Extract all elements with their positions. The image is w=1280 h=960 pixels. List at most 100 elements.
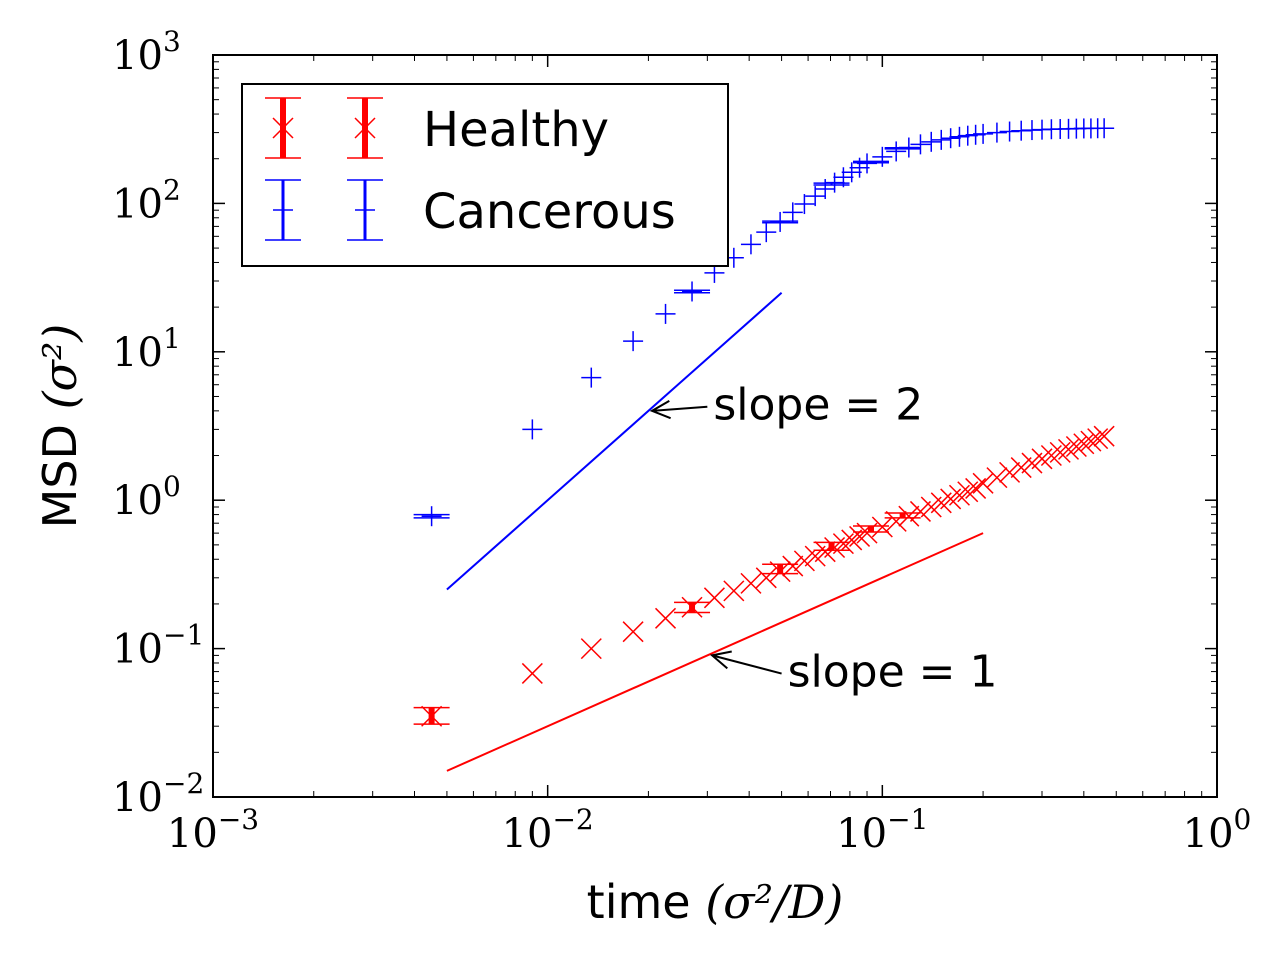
- y-tick-label: 102: [112, 173, 181, 227]
- cancerous-point: [965, 124, 986, 145]
- healthy-point: [832, 533, 854, 555]
- healthy-point: [1049, 441, 1071, 463]
- y-tick-label: 10−2: [112, 767, 204, 821]
- cancerous-point: [682, 281, 703, 302]
- legend-entry-cancerous: Cancerous: [265, 179, 676, 241]
- cancerous-point: [824, 172, 845, 193]
- healthy-point: [782, 555, 804, 577]
- arrow-head: [649, 399, 671, 420]
- healthy-point: [1080, 430, 1102, 452]
- healthy-point: [1073, 433, 1095, 455]
- healthy-point: [622, 621, 644, 643]
- slope-2-annotation: slope = 2: [649, 380, 923, 431]
- y-tick-label: 100: [112, 470, 181, 524]
- cancerous-point: [833, 167, 854, 188]
- healthy-point: [793, 550, 815, 572]
- cancerous-point: [794, 194, 815, 215]
- legend-label: Healthy: [423, 102, 609, 158]
- cancerous-point: [921, 131, 942, 152]
- cancerous-point: [910, 134, 931, 155]
- x-tick-label: 10−1: [836, 803, 928, 857]
- data-layer: [413, 118, 1115, 772]
- cancerous-point: [581, 367, 602, 388]
- cancerous-point: [782, 202, 803, 223]
- healthy-point: [723, 580, 745, 602]
- healthy-point: [972, 472, 994, 494]
- healthy-point: [856, 522, 878, 544]
- annotation-layer: slope = 2 slope = 1: [649, 380, 998, 698]
- cancerous-point: [623, 331, 644, 352]
- legend-label: Cancerous: [423, 184, 676, 240]
- healthy-point: [1093, 425, 1115, 447]
- cancerous-point: [770, 211, 791, 232]
- healthy-point: [841, 529, 863, 551]
- healthy-point: [824, 536, 846, 559]
- cancerous-point: [986, 122, 1007, 143]
- legend-entry-healthy: Healthy: [265, 97, 609, 159]
- cancerous-point: [655, 303, 676, 324]
- healthy-point: [986, 467, 1008, 489]
- healthy-point: [1065, 435, 1087, 458]
- y-tick-label: 10−1: [112, 619, 204, 673]
- cancerous-point: [940, 128, 961, 149]
- healthy-point: [885, 510, 907, 532]
- cancerous-point: [872, 146, 893, 167]
- cancerous-point: [740, 234, 761, 255]
- healthy-point: [740, 572, 762, 594]
- annotation-arrow: [651, 405, 708, 412]
- legend-marker: [354, 117, 376, 139]
- cancerous-point: [857, 153, 878, 174]
- healthy-point: [681, 596, 703, 618]
- slope-2-line: [446, 291, 783, 591]
- slope-1-line: [446, 532, 984, 772]
- cancerous-point: [841, 162, 862, 183]
- annotation-text: slope = 2: [713, 380, 923, 431]
- healthy-point: [965, 477, 987, 499]
- x-tick-label: 10−2: [502, 803, 594, 857]
- legend-marker: [272, 117, 294, 139]
- healthy-point: [1057, 438, 1080, 460]
- healthy-point: [1087, 428, 1109, 450]
- healthy-point: [655, 607, 677, 629]
- legend-box: [241, 83, 729, 267]
- x-axis-label: time (σ²/D): [587, 875, 844, 929]
- cancerous-point: [999, 121, 1020, 142]
- y-tick-label: 101: [112, 322, 181, 376]
- healthy-point: [948, 484, 970, 506]
- healthy-point: [898, 505, 920, 527]
- annotation-text: slope = 1: [788, 647, 998, 698]
- x-tick-label: 100: [1183, 803, 1252, 857]
- cancerous-point: [805, 186, 826, 207]
- healthy-point: [999, 461, 1021, 483]
- healthy-point: [871, 516, 893, 538]
- legend: Healthy Cancerous: [241, 83, 729, 267]
- cancerous-point: [1094, 118, 1115, 139]
- cancerous-point: [522, 419, 543, 440]
- healthy-point: [580, 638, 602, 660]
- healthy-point: [849, 525, 871, 547]
- y-tick-label: 103: [112, 25, 181, 79]
- arrow-head: [709, 650, 732, 670]
- healthy-point: [1040, 444, 1062, 467]
- cancerous-point: [949, 126, 970, 147]
- cancerous-point: [957, 125, 978, 146]
- annotation-arrow: [711, 654, 782, 675]
- healthy-point: [521, 662, 543, 684]
- y-axis-label: MSD (σ²): [33, 324, 87, 529]
- healthy-point: [804, 545, 826, 567]
- plot-frame: [212, 54, 1218, 798]
- healthy-point: [703, 587, 725, 609]
- cancerous-point: [931, 129, 952, 150]
- cancerous-point: [421, 506, 442, 527]
- cancerous-point: [886, 141, 907, 162]
- healthy-point: [421, 705, 443, 727]
- x-tick-label: 10−3: [167, 803, 259, 857]
- healthy-point: [909, 500, 931, 522]
- axis-labels: time (σ²/D) MSD (σ²): [33, 324, 843, 929]
- slope-1-annotation: slope = 1: [709, 647, 998, 698]
- healthy-point: [957, 481, 979, 503]
- cancerous-point: [898, 137, 919, 158]
- healthy-point: [769, 561, 791, 583]
